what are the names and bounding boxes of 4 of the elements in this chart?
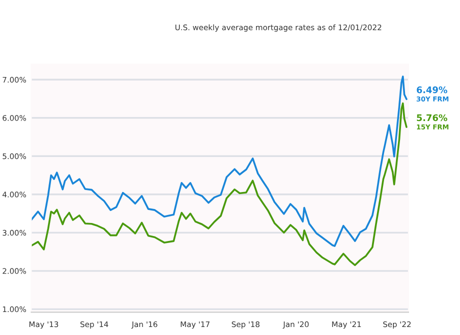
annotation: 5.76% (416, 114, 448, 122)
annotation: 6.49% (416, 86, 448, 94)
line-series (31, 102, 408, 266)
line-series (31, 76, 408, 247)
